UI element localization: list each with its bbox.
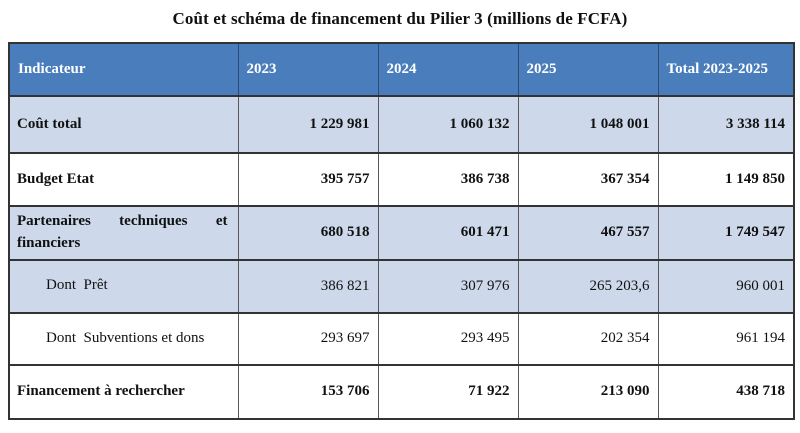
table-row: Partenaires techniques et financiers 680 … (9, 205, 794, 260)
cell-value: 213 090 (517, 363, 658, 419)
cell-value: 71 922 (377, 363, 518, 419)
cell-value: 1 749 547 (657, 205, 794, 260)
cell-value: 601 471 (377, 205, 518, 260)
row-label: Financement à rechercher (9, 363, 238, 419)
financing-table: Indicateur 2023 2024 2025 Total 2023-2025 Co… (8, 42, 795, 420)
row-label: Dont Subventions et dons (9, 311, 238, 365)
cell-value: 3 338 114 (657, 95, 794, 153)
cell-value: 438 718 (657, 363, 794, 419)
cell-value: 293 495 (377, 311, 518, 365)
cell-value: 960 001 (657, 258, 794, 313)
header-row: Indicateur 2023 2024 2025 Total 2023-2025 (9, 43, 794, 96)
cell-value: 367 354 (517, 152, 658, 206)
cell-value: 202 354 (517, 311, 658, 365)
cell-value: 307 976 (377, 258, 518, 313)
table-row: Dont Prêt 386 821 307 976 265 203,6 960 001 (9, 258, 794, 313)
table-row: Dont Subventions et dons 293 697 293 495 20… (9, 311, 794, 365)
row-label: Partenaires techniques et financiers (9, 205, 238, 260)
row-label: Budget Etat (9, 152, 238, 206)
table-row: Budget Etat 395 757 386 738 367 354 1 149 85… (9, 152, 794, 206)
cell-value: 395 757 (237, 152, 378, 206)
cell-value: 1 048 001 (517, 95, 658, 153)
column-header: 2025 (517, 43, 658, 96)
column-header: 2023 (237, 43, 378, 96)
table-body: Coût total 1 229 981 1 060 132 1 048 001 3 3… (9, 95, 794, 419)
cell-value: 467 557 (517, 205, 658, 260)
column-header: 2024 (377, 43, 518, 96)
table-row: Coût total 1 229 981 1 060 132 1 048 001 3 3… (9, 95, 794, 153)
row-label: Coût total (9, 95, 238, 153)
column-header-indicateur: Indicateur (9, 43, 238, 96)
cell-value: 265 203,6 (517, 258, 658, 313)
table-row: Financement à rechercher 153 706 71 922 213… (9, 363, 794, 419)
cell-value: 293 697 (237, 311, 378, 365)
cell-value: 1 229 981 (237, 95, 378, 153)
column-header: Total 2023-2025 (657, 43, 794, 96)
cell-value: 386 821 (237, 258, 378, 313)
cell-value: 153 706 (237, 363, 378, 419)
row-label: Dont Prêt (9, 258, 238, 313)
table-title: Coût et schéma de financement du Pilier … (172, 9, 628, 28)
cell-value: 1 149 850 (657, 152, 794, 206)
cell-value: 680 518 (237, 205, 378, 260)
cell-value: 961 194 (657, 311, 794, 365)
cell-value: 1 060 132 (377, 95, 518, 153)
cell-value: 386 738 (377, 152, 518, 206)
